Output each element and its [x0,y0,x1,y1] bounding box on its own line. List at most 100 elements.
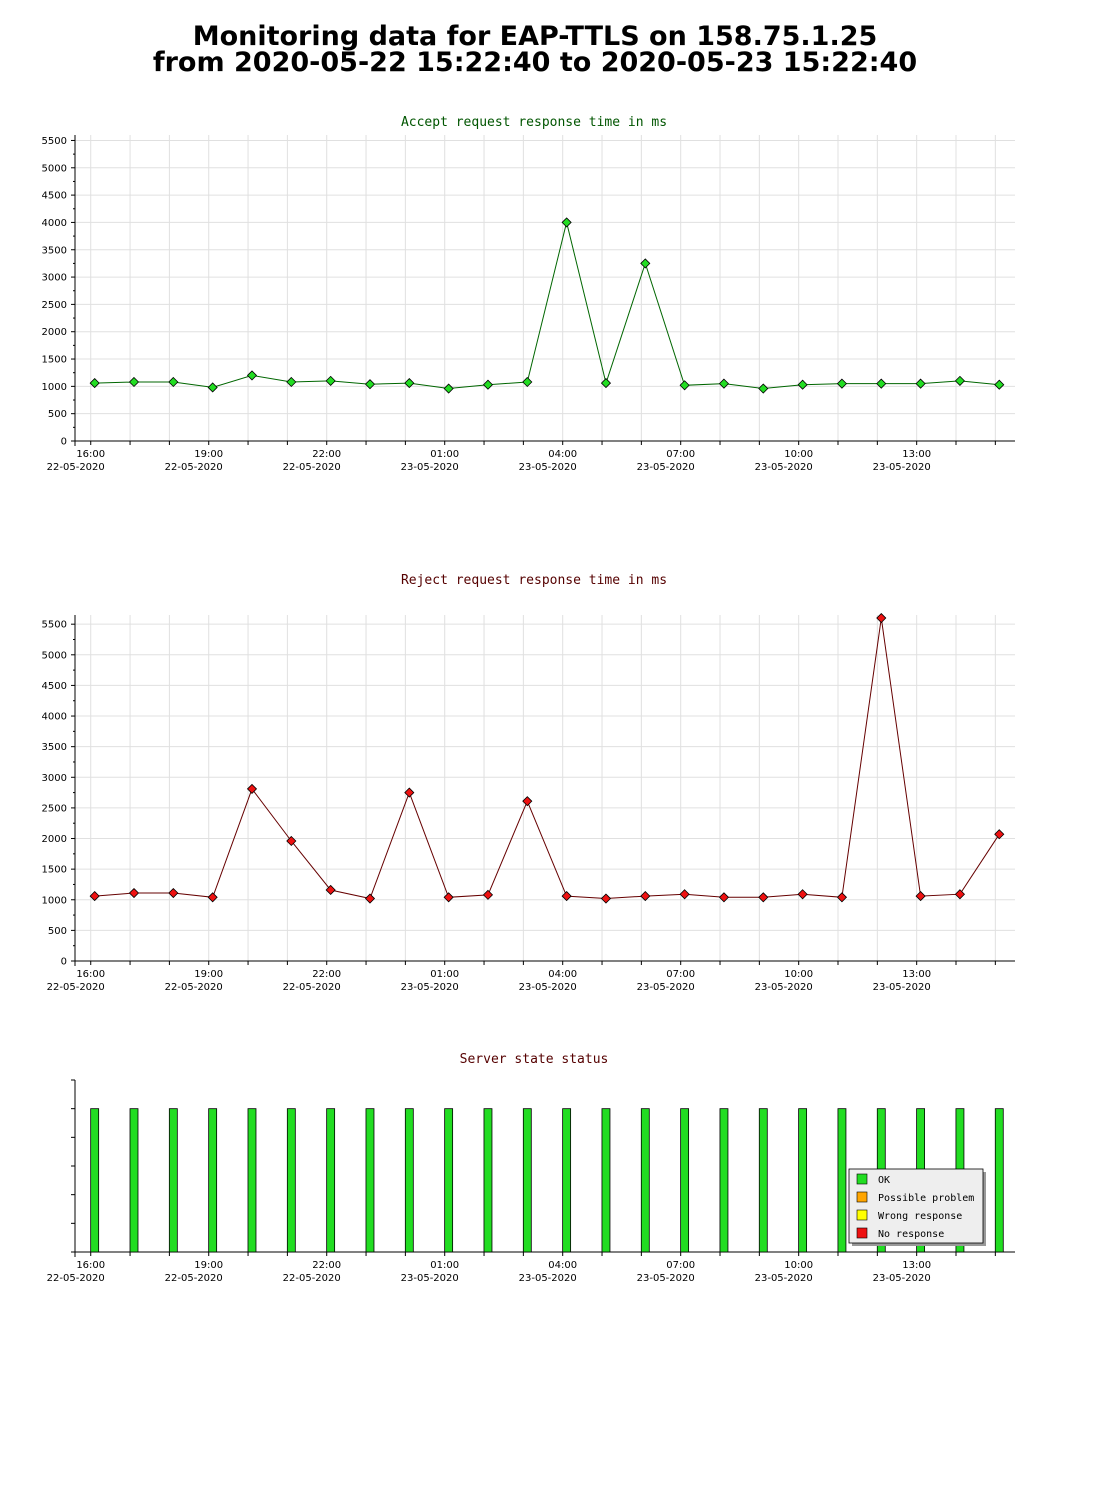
legend-no-response-label: No response [878,1229,944,1240]
reject-data-point [797,889,808,900]
legend-possible-problem-label: Possible problem [878,1193,974,1204]
y-tick-label: 5000 [42,650,67,661]
reject-data-point [364,893,376,904]
status-bar [404,1108,414,1253]
status-bar [365,1108,375,1253]
reject-data-point [286,835,297,847]
x-tick-date-label: 23-05-2020 [401,982,459,993]
reject-chart-title: Reject request response time in ms [401,573,667,588]
x-tick-date-label: 22-05-2020 [47,982,105,993]
x-tick-date-label: 22-05-2020 [165,1273,223,1284]
x-tick-date-label: 22-05-2020 [283,462,341,473]
y-tick-label: 5500 [42,620,67,631]
status-bar [326,1108,336,1253]
page-title-line2: from 2020-05-22 15:22:40 to 2020-05-23 1… [152,47,918,78]
status-legend: OK Possible problem Wrong response No respo… [848,1168,986,1246]
x-tick-time-label: 22:00 [312,449,341,460]
accept-chart: Accept request response time in ms 0 500 10… [42,115,1015,473]
status-bar [680,1108,690,1253]
accept-data-point [522,376,533,388]
reject-data-point [836,892,848,903]
accept-data-point [640,258,651,269]
accept-data-point [364,379,376,390]
status-bar [522,1108,532,1253]
y-tick-label: 3500 [42,742,67,753]
accept-data-point [915,378,926,389]
x-tick-date-label: 22-05-2020 [283,982,341,993]
reject-data-point [325,884,336,896]
legend-no-response-swatch [856,1227,868,1239]
status-bar [601,1108,611,1253]
x-tick-date-label: 23-05-2020 [755,462,813,473]
x-tick-time-label: 07:00 [666,1260,695,1271]
reject-chart: Reject request response time in ms 0 500 10… [42,573,1015,993]
reject-data-point [915,891,926,902]
status-bar [837,1108,847,1253]
x-tick-time-label: 04:00 [548,449,577,460]
reject-data-point [246,783,258,794]
reject-data-point [207,892,218,903]
status-bar [129,1108,139,1253]
x-tick-date-label: 23-05-2020 [519,1273,577,1284]
reject-data-point [876,612,887,624]
y-tick-label: 2500 [42,300,67,311]
status-bar [483,1108,493,1253]
x-tick-time-label: 22:00 [312,1260,341,1271]
x-tick-time-label: 16:00 [76,969,105,980]
x-tick-date-label: 23-05-2020 [637,982,695,993]
status-bar [444,1108,454,1253]
x-tick-date-label: 23-05-2020 [873,982,931,993]
x-tick-date-label: 23-05-2020 [519,982,577,993]
y-tick-label: 2000 [42,327,67,338]
x-tick-time-label: 10:00 [784,449,813,460]
x-tick-date-label: 22-05-2020 [165,462,223,473]
reject-data-point [522,796,533,807]
y-tick-label: 4500 [42,191,67,202]
reject-data-point [168,887,179,899]
y-tick-label: 4000 [42,712,67,723]
reject-data-point [128,887,140,899]
accept-data-point [128,376,140,388]
x-tick-time-label: 01:00 [430,449,459,460]
accept-data-point [168,376,179,388]
status-bar [208,1108,218,1253]
x-tick-date-label: 23-05-2020 [401,1273,459,1284]
x-tick-time-label: 07:00 [666,969,695,980]
accept-data-point [758,383,769,394]
reject-data-point [89,891,100,902]
y-tick-label: 4500 [42,681,67,692]
reject-data-point [640,891,651,902]
y-tick-label: 1500 [42,865,67,876]
x-tick-time-label: 01:00 [430,1260,459,1271]
status-bar [758,1108,768,1253]
reject-data-point [994,829,1005,840]
status-chart: Server state status 16:00 22-05-2020 19:00 2… [47,1052,1015,1284]
x-tick-time-label: 01:00 [430,969,459,980]
y-tick-label: 5000 [42,163,67,174]
accept-data-point [797,379,808,390]
accept-data-point [994,379,1005,390]
status-bar [640,1108,650,1253]
status-bar [286,1108,296,1253]
y-tick-label: 2500 [42,803,67,814]
x-tick-time-label: 13:00 [902,969,931,980]
x-tick-date-label: 23-05-2020 [755,1273,813,1284]
x-tick-date-label: 22-05-2020 [47,1273,105,1284]
y-tick-label: 1500 [42,355,67,366]
x-tick-time-label: 13:00 [902,449,931,460]
reject-data-point [443,892,454,903]
reject-data-point [600,893,612,904]
accept-data-point [482,379,494,390]
accept-data-point [207,382,218,393]
x-tick-time-label: 16:00 [76,449,105,460]
y-tick-label: 1000 [42,895,67,906]
status-bar [719,1108,729,1253]
x-tick-time-label: 16:00 [76,1260,105,1271]
x-tick-date-label: 23-05-2020 [873,1273,931,1284]
page-title-line1: Monitoring data for EAP-TTLS on 158.75.1… [192,21,878,52]
x-tick-date-label: 23-05-2020 [637,1273,695,1284]
reject-data-point [679,889,690,900]
status-chart-title: Server state status [460,1052,609,1067]
x-tick-time-label: 10:00 [784,1260,813,1271]
accept-data-point [876,378,887,389]
